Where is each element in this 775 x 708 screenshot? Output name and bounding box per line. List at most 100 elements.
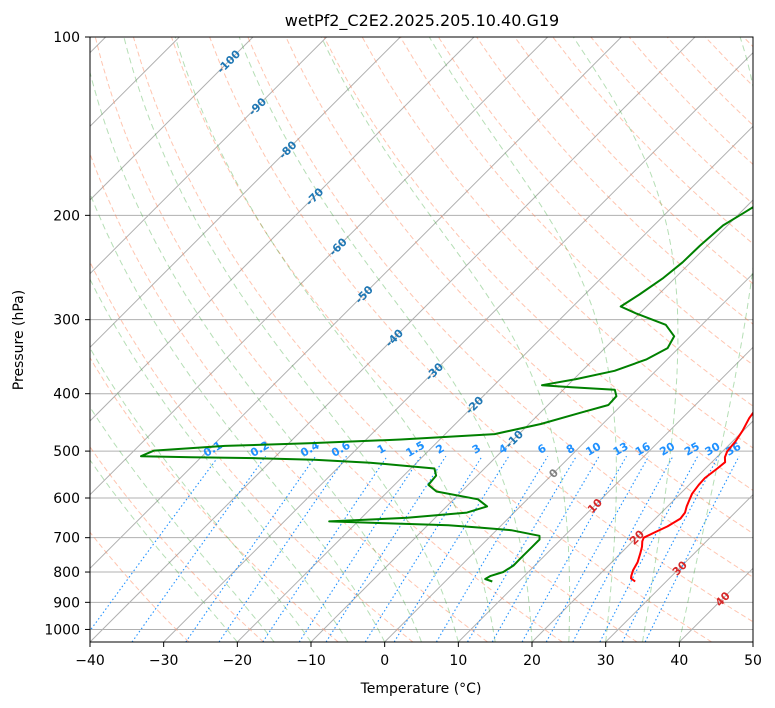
- mixing-ratio-line: [621, 455, 719, 642]
- moist-adiabat-line: [90, 459, 238, 642]
- moist-adiabat-line: [123, 37, 459, 642]
- dry-adiabat-line: [361, 37, 753, 449]
- dry-adiabat-line: [94, 37, 563, 642]
- mixing-ratio-line: [393, 455, 510, 642]
- isotherm-gridline: [605, 493, 753, 642]
- y-tick-label: 400: [53, 387, 80, 403]
- x-axis-label: Temperature (°C): [360, 681, 482, 697]
- isotherm-gridline: [236, 125, 753, 642]
- dry-adiabat-line: [90, 531, 190, 642]
- dry-adiabat-line: [247, 37, 753, 578]
- isotherm-gridline: [90, 37, 549, 496]
- y-tick-label: 800: [53, 565, 80, 581]
- moist-adiabat-line: [174, 37, 496, 642]
- mixing-ratio-label: 8: [564, 442, 577, 457]
- mixing-ratio-label: 1: [375, 442, 388, 457]
- y-tick-label: 900: [53, 595, 80, 611]
- y-tick-label: 500: [53, 444, 80, 460]
- y-tick-label: 1000: [44, 622, 80, 638]
- mixing-ratio-line: [572, 455, 674, 642]
- dry-adiabat-line: [590, 37, 753, 205]
- mixing-ratio-line: [262, 455, 388, 642]
- moist-adiabat-line: [428, 37, 617, 642]
- isotherm-gridline: [752, 641, 753, 642]
- dry-adiabat-line: [171, 37, 712, 642]
- mixing-ratio-line: [521, 455, 627, 642]
- moist-adiabat-line: [90, 70, 422, 642]
- x-tick-label: 50: [744, 653, 762, 669]
- y-tick-label: 100: [53, 30, 80, 46]
- moist-adiabat-line: [238, 37, 533, 642]
- x-tick-label: 0: [380, 653, 389, 669]
- x-tick-label: −10: [296, 653, 326, 669]
- plot-frame: [89, 36, 754, 643]
- isotherm-label: -100: [215, 47, 244, 76]
- dry-adiabat-line: [399, 37, 753, 407]
- isotherm-gridline: [90, 37, 622, 570]
- mixing-ratio-line: [644, 455, 740, 642]
- isotherm-gridline: [90, 37, 328, 275]
- dry-adiabat-line: [209, 37, 753, 623]
- chart-title: wetPf2_C2E2.2025.205.10.40.G19: [285, 11, 559, 31]
- x-tick-label: −30: [149, 653, 179, 669]
- dry-adiabat-line: [90, 356, 339, 642]
- moist-adiabat-line: [90, 347, 312, 642]
- mixing-ratio-line: [90, 455, 220, 632]
- dry-adiabat-line: [132, 37, 638, 642]
- mixing-ratio-label: 13: [611, 440, 631, 459]
- mixing-ratio-line: [491, 455, 600, 642]
- temperature-line: [630, 411, 753, 583]
- mixing-ratio-label: 20: [657, 440, 677, 459]
- x-tick-label: 40: [670, 653, 688, 669]
- mixing-ratio-line: [435, 455, 549, 642]
- isotherm-gridline: [384, 272, 753, 642]
- mixing-ratio-label: 3: [470, 442, 483, 457]
- y-axis-label: Pressure (hPa): [11, 290, 27, 390]
- y-tick-label: 600: [53, 491, 80, 507]
- mixing-ratio-line: [545, 455, 650, 642]
- dry-adiabat-line: [514, 37, 753, 285]
- dewpoint-line: [140, 206, 753, 583]
- dry-adiabat-line: [552, 37, 753, 245]
- x-tick-label: 10: [449, 653, 467, 669]
- dry-adiabat-line: [285, 37, 753, 535]
- mixing-ratio-line: [218, 455, 347, 642]
- moist-adiabat-line: [678, 37, 753, 642]
- isotherm-gridline: [90, 37, 254, 201]
- x-tick-label: −20: [223, 653, 253, 669]
- isotherm-gridline: [310, 199, 753, 642]
- dry-adiabat-line: [666, 37, 753, 126]
- y-tick-label: 700: [53, 531, 80, 547]
- mixing-ratio-line: [131, 455, 267, 642]
- dry-adiabat-line: [704, 37, 753, 87]
- mixing-ratio-label: 16: [633, 440, 653, 459]
- mixing-ratio-line: [298, 455, 422, 642]
- mixing-ratio-label: 0.4: [298, 438, 322, 459]
- mixing-ratio-label: 2: [434, 442, 447, 457]
- dry-adiabat-line: [743, 37, 753, 48]
- mixing-ratio-label: 6: [535, 441, 548, 456]
- isotherm-gridline: [457, 346, 753, 642]
- isotherm-gridline: [90, 37, 401, 349]
- moist-adiabat-line: [90, 192, 386, 642]
- x-tick-label: 30: [597, 653, 615, 669]
- x-tick-label: 20: [523, 653, 541, 669]
- mixing-ratio-line: [185, 455, 317, 642]
- mixing-ratio-line: [364, 455, 483, 642]
- moist-adiabat-line: [90, 278, 349, 642]
- mixing-ratio-label: 25: [682, 440, 702, 459]
- dry-adiabat-line: [437, 37, 753, 366]
- mixing-ratio-line: [599, 455, 699, 642]
- y-tick-label: 200: [53, 208, 80, 224]
- moist-adiabat-line: [572, 37, 679, 642]
- isotherm-gridline: [678, 567, 753, 642]
- isotherm-gridline: [90, 37, 696, 642]
- dry-adiabat-line: [90, 446, 264, 642]
- isotherm-gridline: [163, 51, 753, 642]
- isotherm-gridline: [90, 37, 475, 422]
- dry-adiabat-line: [90, 260, 414, 642]
- mixing-ratio-label: 0.2: [248, 439, 271, 460]
- y-tick-label: 300: [53, 313, 80, 329]
- isotherm-gridline: [531, 420, 753, 642]
